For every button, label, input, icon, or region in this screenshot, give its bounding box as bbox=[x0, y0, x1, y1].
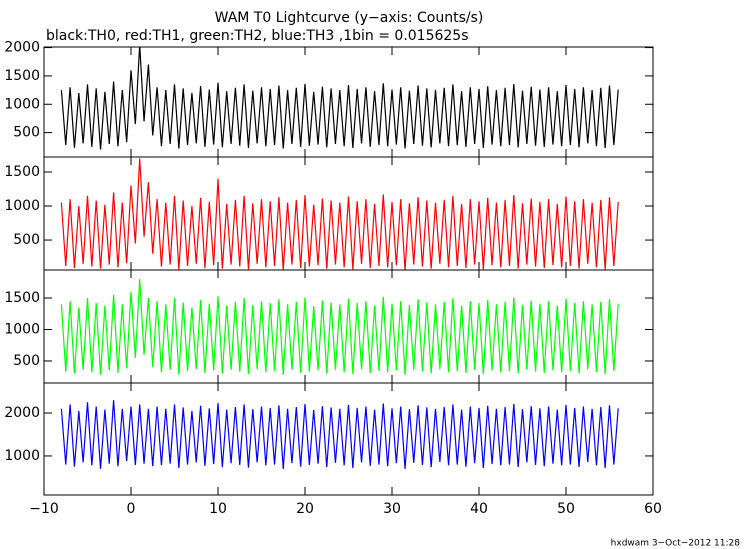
y-tick-label: 500 bbox=[13, 125, 40, 141]
x-tick-label: 10 bbox=[209, 501, 227, 517]
y-tick-label: 500 bbox=[13, 232, 40, 248]
x-tick-label: 20 bbox=[296, 501, 314, 517]
panel-frame bbox=[43, 382, 654, 496]
x-tick-label: 40 bbox=[470, 501, 488, 517]
footer: hxdwam 3−Oct−2012 11:28 bbox=[611, 539, 741, 549]
x-tick-label: −10 bbox=[29, 501, 59, 517]
x-tick-label: 50 bbox=[557, 501, 575, 517]
series-line bbox=[60, 158, 619, 270]
y-tick-label: 1000 bbox=[4, 321, 40, 337]
x-tick-label: 0 bbox=[127, 501, 136, 517]
y-tick-label: 1000 bbox=[4, 198, 40, 214]
x-tick-label: 30 bbox=[383, 501, 401, 517]
x-tick-label: 60 bbox=[644, 501, 662, 517]
y-tick-label: 1500 bbox=[4, 164, 40, 180]
panel-frame bbox=[43, 156, 654, 271]
series-line bbox=[60, 400, 619, 469]
series-line bbox=[60, 279, 619, 375]
chart-title: WAM T0 Lightcurve (y−axis: Counts/s) bbox=[215, 10, 484, 26]
y-tick-label: 1000 bbox=[4, 448, 40, 464]
y-tick-label: 1500 bbox=[4, 68, 40, 84]
y-tick-label: 1000 bbox=[4, 96, 40, 112]
y-tick-label: 2000 bbox=[4, 405, 40, 421]
series-line bbox=[60, 47, 619, 150]
chart-subtitle: black:TH0, red:TH1, green:TH2, blue:TH3 … bbox=[46, 28, 469, 44]
y-tick-label: 1500 bbox=[4, 290, 40, 306]
y-tick-label: 500 bbox=[13, 353, 40, 369]
y-tick-label: 2000 bbox=[4, 40, 40, 56]
